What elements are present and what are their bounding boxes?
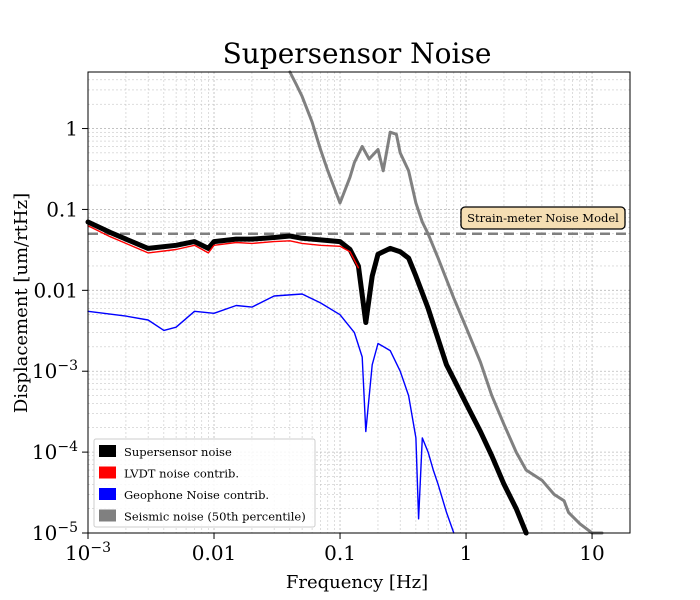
- series-line-3: [87, 293, 455, 534]
- legend-label: Supersensor noise: [124, 445, 232, 459]
- y-tick-label: 10−5: [32, 520, 78, 545]
- x-tick-label: 10−3: [65, 540, 111, 565]
- series-line-0: [288, 70, 604, 535]
- legend-swatch: [99, 488, 116, 500]
- y-tick-label: 0.01: [33, 278, 78, 302]
- x-axis-label: Frequency [Hz]: [286, 572, 428, 593]
- series-line-1: [85, 219, 529, 536]
- y-tick-label: 0.1: [46, 197, 78, 221]
- legend-label: Geophone Noise contrib.: [124, 488, 269, 502]
- legend-swatch: [99, 445, 116, 457]
- y-axis-label: Displacement [um/rtHz]: [11, 193, 32, 413]
- x-tick-label: 0.01: [192, 541, 237, 565]
- x-tick-label: 0.1: [324, 541, 356, 565]
- legend-label: Seismic noise (50th percentile): [124, 510, 306, 524]
- x-tick-label: 1: [460, 541, 473, 565]
- strain-meter-annotation: Strain-meter Noise Model: [460, 206, 626, 230]
- y-tick-label: 10−3: [32, 358, 78, 383]
- axis-ticks: 10−3 0.01 0.1 1 10 10−5 10−4 10−3 0.01 0.1 1: [32, 117, 605, 565]
- annotation-box: [460, 206, 626, 230]
- plot-frame: [87, 71, 631, 534]
- legend-swatch: [99, 509, 116, 522]
- legend-swatch: [99, 466, 116, 479]
- legend: Supersensor noise LVDT noise contrib. Geop…: [93, 438, 316, 528]
- legend-label: LVDT noise contrib.: [124, 467, 239, 481]
- series-line-2: [87, 224, 360, 269]
- series-layer: [85, 70, 604, 536]
- annotation-text: Strain-meter Noise Model: [467, 211, 619, 225]
- y-tick-label: 10−4: [32, 439, 78, 464]
- x-tick-label: 10: [579, 541, 604, 565]
- legend-frame: [93, 438, 316, 528]
- y-tick-label: 1: [65, 117, 78, 141]
- chart-title: Supersensor Noise: [223, 37, 492, 70]
